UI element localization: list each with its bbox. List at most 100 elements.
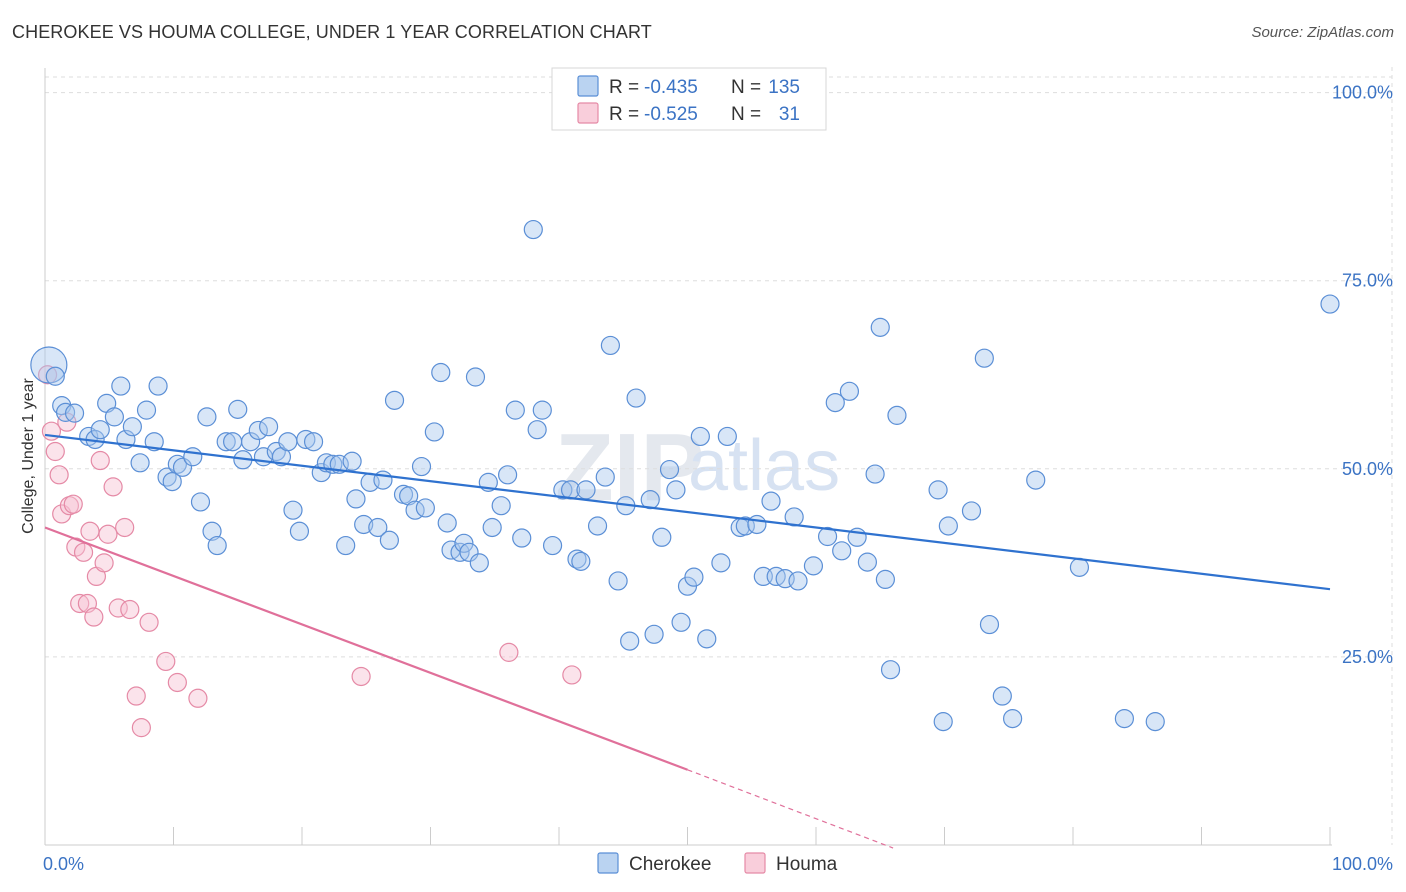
y-tick-label-50: 50.0% — [1342, 459, 1393, 479]
houma-r-value: -0.525 — [644, 104, 698, 125]
series-legend: Cherokee Houma — [597, 852, 838, 875]
cherokee-point — [571, 551, 591, 571]
cherokee-point — [644, 624, 664, 644]
cherokee-point — [1145, 712, 1165, 732]
cherokee-series-label: Cherokee — [629, 854, 711, 875]
cherokee-point — [415, 498, 435, 518]
houma-point — [45, 441, 65, 462]
cherokee-point — [354, 514, 374, 535]
cherokee-point — [1026, 470, 1046, 490]
cherokee-point — [144, 432, 164, 452]
houma-point — [63, 494, 83, 514]
cherokee-point — [595, 467, 615, 487]
houma-point — [188, 688, 208, 708]
cherokee-point — [258, 417, 279, 437]
cherokee-point — [459, 542, 479, 562]
x-tick-label-min: 0.0% — [43, 854, 84, 874]
cherokee-point — [542, 535, 563, 556]
cherokee-points — [30, 219, 1340, 732]
cherokee-point — [817, 526, 838, 547]
cherokee-point — [553, 480, 573, 500]
houma-point — [115, 517, 135, 538]
cherokee-point — [379, 530, 399, 550]
cherokee-point — [437, 513, 457, 533]
cherokee-point — [190, 492, 211, 512]
cherokee-point — [711, 553, 731, 573]
cherokee-point — [469, 553, 489, 573]
cherokee-point — [241, 432, 261, 452]
cherokee-point — [938, 516, 958, 536]
y-tick-labels: 25.0% 50.0% 75.0% 100.0% — [1332, 83, 1393, 667]
cherokee-point — [666, 480, 686, 500]
cherokee-point — [248, 420, 268, 441]
cherokee-point — [296, 429, 316, 450]
cherokee-point — [875, 569, 895, 590]
cherokee-point — [933, 712, 953, 732]
cherokee-point — [465, 367, 486, 387]
houma-point — [120, 599, 140, 620]
cherokee-point — [64, 403, 85, 423]
houma-point — [139, 612, 159, 632]
houma-series-swatch — [744, 852, 766, 874]
cherokee-point — [600, 335, 621, 356]
cherokee-point — [368, 517, 388, 538]
houma-point — [94, 553, 114, 573]
houma-trend-extension — [687, 769, 894, 849]
cherokee-point — [342, 451, 362, 471]
cherokee-point — [747, 514, 767, 535]
cherokee-point — [887, 405, 907, 425]
y-tick-label-75: 75.0% — [1342, 271, 1393, 291]
houma-point — [80, 521, 100, 541]
cherokee-point — [659, 459, 680, 480]
cherokee-point — [303, 432, 324, 452]
cherokee-series-swatch — [597, 852, 619, 874]
houma-point — [70, 593, 90, 614]
cherokee-point — [202, 521, 222, 541]
y-axis-label: College, Under 1 year — [20, 378, 37, 534]
cherokee-point — [45, 366, 65, 386]
cherokee-point — [384, 390, 405, 410]
cherokee-point — [690, 426, 710, 447]
cherokee-point — [928, 480, 948, 500]
cherokee-point — [870, 317, 890, 337]
cherokee-point — [532, 400, 552, 420]
cherokee-point — [172, 457, 193, 477]
houma-point — [351, 666, 371, 687]
cherokee-point — [832, 541, 852, 561]
cherokee-legend-swatch — [577, 75, 599, 97]
cherokee-point — [880, 660, 901, 680]
cherokee-point — [626, 388, 646, 408]
stats-legend: R = -0.435 N = 135 R = -0.525 N = 31 — [551, 67, 827, 131]
cherokee-point — [839, 381, 860, 401]
watermark: ZIP atlas — [555, 414, 840, 521]
y-tick-label-100: 100.0% — [1332, 83, 1393, 103]
cherokee-point — [122, 417, 142, 437]
cherokee-point — [491, 496, 511, 516]
cherokee-point — [223, 432, 243, 452]
cherokee-point — [482, 517, 502, 538]
cherokee-point — [1003, 708, 1023, 729]
cherokee-point — [183, 447, 203, 467]
houma-point — [90, 450, 110, 471]
cherokee-r-value: -0.435 — [644, 77, 698, 98]
x-tick-label-max: 100.0% — [1332, 854, 1393, 874]
cherokee-point — [961, 501, 982, 521]
cherokee-point — [228, 399, 248, 419]
cherokee-point — [197, 407, 217, 427]
cherokee-point — [576, 480, 596, 500]
cherokee-n-label: N = — [731, 77, 761, 98]
chart-title: CHEROKEE VS HOUMA COLLEGE, UNDER 1 YEAR … — [12, 22, 652, 42]
cherokee-point — [130, 453, 150, 473]
houma-point — [156, 651, 176, 672]
cherokee-point — [1114, 708, 1135, 729]
cherokee-point — [216, 432, 236, 452]
cherokee-point — [207, 535, 227, 556]
cherokee-r-label: R = — [609, 77, 639, 98]
cherokee-trend-line — [44, 433, 1331, 591]
cherokee-point — [424, 422, 444, 442]
trend-lines — [44, 433, 1331, 849]
cherokee-point — [788, 571, 808, 591]
cherokee-point — [289, 521, 310, 541]
cherokee-point — [717, 426, 737, 447]
houma-point — [84, 607, 104, 627]
